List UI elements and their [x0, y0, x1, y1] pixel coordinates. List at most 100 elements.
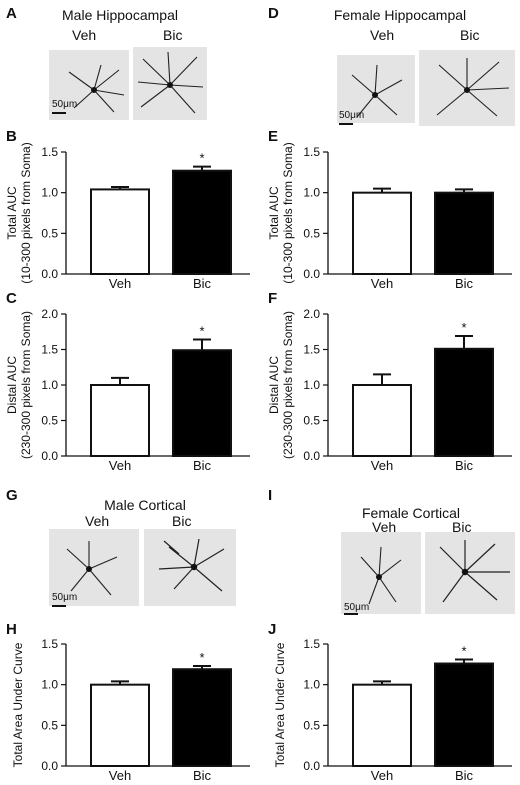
y-axis-label: Distal AUC: [267, 356, 281, 414]
y-tick-label: 0.0: [303, 267, 320, 281]
scale-bar: [344, 613, 358, 615]
y-tick-label: 0.5: [41, 718, 58, 732]
x-tick-label: Bic: [193, 276, 212, 291]
y-axis-label: Total AUC: [267, 186, 281, 240]
group-title-male-cortical: Male Cortical: [104, 497, 186, 513]
bar-bic: [434, 347, 494, 457]
bar-bic: [434, 191, 494, 276]
y-tick-label: 0.5: [41, 414, 58, 428]
y-axis-label: Total Area Under Curve: [273, 642, 287, 767]
y-tick-label: 0.0: [303, 759, 320, 773]
significance-marker: *: [199, 324, 204, 339]
y-axis-label: Total AUC: [5, 186, 19, 240]
significance-marker: *: [199, 650, 204, 665]
bar-chart-b: 0.0 0.5 1.0 1.5 Total AUC (10-300 pixels from…: [5, 142, 250, 291]
x-tick-label: Bic: [193, 458, 212, 473]
bar-veh: [352, 384, 412, 457]
y-axis-label: (230-300 pixels from Soma): [281, 311, 295, 459]
panel-letter-e: E: [268, 128, 279, 145]
panel-letter-f: F: [268, 290, 278, 307]
scale-bar-label: 50μm: [339, 110, 365, 121]
y-tick-label: 1.5: [303, 343, 320, 357]
group-title-male-hippocampal: Male Hippocampal: [62, 7, 178, 23]
veh-label: Veh: [72, 27, 97, 43]
bar-veh: [352, 191, 412, 276]
bic-label: Bic: [460, 27, 480, 43]
neuron-micrograph-veh: [341, 532, 421, 614]
y-tick-label: 0.0: [303, 449, 320, 463]
panel-letter-j: J: [268, 621, 277, 638]
panel-letter-h: H: [6, 621, 17, 638]
x-tick-label: Bic: [455, 458, 474, 473]
y-tick-label: 0.0: [41, 759, 58, 773]
x-tick-label: Bic: [193, 768, 212, 783]
neuron-micrograph-veh: [49, 529, 139, 606]
y-axis-label: (230-300 pixels from Soma): [19, 311, 33, 459]
x-tick-label: Veh: [371, 458, 393, 473]
bic-label: Bic: [172, 513, 192, 529]
bic-label: Bic: [452, 519, 472, 535]
bar-veh: [352, 683, 412, 768]
y-tick-label: 1.5: [41, 343, 58, 357]
y-tick-label: 0.0: [41, 267, 58, 281]
panel-letter-i: I: [268, 487, 273, 504]
y-tick-label: 0.5: [303, 414, 320, 428]
neuron-micrograph-bic: [419, 50, 515, 126]
panel-letter-c: C: [6, 290, 17, 307]
veh-label: Veh: [372, 519, 397, 535]
y-tick-label: 2.0: [303, 307, 320, 321]
scale-bar: [52, 605, 66, 607]
x-tick-label: Bic: [455, 768, 474, 783]
y-tick-label: 1.0: [41, 678, 58, 692]
bar-bic: [434, 662, 494, 768]
y-tick-label: 1.0: [303, 378, 320, 392]
significance-marker: *: [199, 151, 204, 166]
y-axis-label: (10-300 pixels from Soma): [281, 142, 295, 283]
y-tick-label: 1.0: [303, 186, 320, 200]
veh-label: Veh: [370, 27, 395, 43]
x-tick-label: Veh: [109, 276, 131, 291]
bar-bic: [172, 349, 232, 457]
veh-label: Veh: [85, 513, 110, 529]
y-tick-label: 0.5: [303, 718, 320, 732]
bar-chart-f: 0.0 0.5 1.0 1.5 2.0 Distal AUC (230-300 pixels…: [267, 307, 512, 473]
scale-bar: [52, 112, 66, 114]
neuron-micrograph-bic: [133, 47, 207, 120]
bic-label: Bic: [163, 27, 183, 43]
panel-letter-a: A: [6, 5, 17, 22]
bar-veh: [90, 683, 150, 768]
y-axis-label: Distal AUC: [5, 356, 19, 414]
scale-bar-label: 50μm: [344, 602, 370, 613]
bar-veh: [90, 384, 150, 457]
y-tick-label: 1.5: [41, 637, 58, 651]
x-tick-label: Veh: [109, 458, 131, 473]
y-tick-label: 1.5: [303, 637, 320, 651]
x-tick-label: Bic: [455, 276, 474, 291]
scale-bar-label: 50μm: [52, 592, 78, 603]
y-tick-label: 1.5: [41, 145, 58, 159]
y-tick-label: 1.5: [303, 145, 320, 159]
significance-marker: *: [461, 320, 466, 335]
y-tick-label: 1.0: [41, 378, 58, 392]
group-title-female-hippocampal: Female Hippocampal: [333, 7, 467, 23]
bar-chart-c: 0.0 0.5 1.0 1.5 2.0 Distal AUC (230-300 pixels…: [5, 307, 250, 473]
bar-chart-e: 0.0 0.5 1.0 1.5 Total AUC (10-300 pixels from…: [267, 142, 512, 291]
bar-bic: [172, 668, 232, 767]
panel-letter-b: B: [6, 128, 17, 145]
y-tick-label: 0.5: [41, 226, 58, 240]
bar-chart-j: 0.0 0.5 1.0 1.5 Total Area Under Curve Veh * Bi…: [273, 637, 512, 783]
y-axis-label: Total Area Under Curve: [11, 642, 25, 767]
y-tick-label: 0.5: [303, 226, 320, 240]
scale-bar: [339, 123, 353, 125]
panel-letter-d: D: [268, 5, 279, 22]
scale-bar-label: 50μm: [52, 99, 78, 110]
neuron-micrograph-bic: [425, 532, 515, 614]
x-tick-label: Veh: [109, 768, 131, 783]
neuron-micrograph-veh: [49, 50, 129, 120]
group-title-female-cortical: Female Cortical: [361, 505, 461, 521]
neuron-micrograph-bic: [144, 529, 236, 606]
bar-veh: [90, 188, 150, 276]
bar-chart-h: 0.0 0.5 1.0 1.5 Total Area Under Curve Veh * Bi…: [11, 637, 250, 783]
x-tick-label: Veh: [371, 768, 393, 783]
significance-marker: *: [461, 643, 466, 658]
